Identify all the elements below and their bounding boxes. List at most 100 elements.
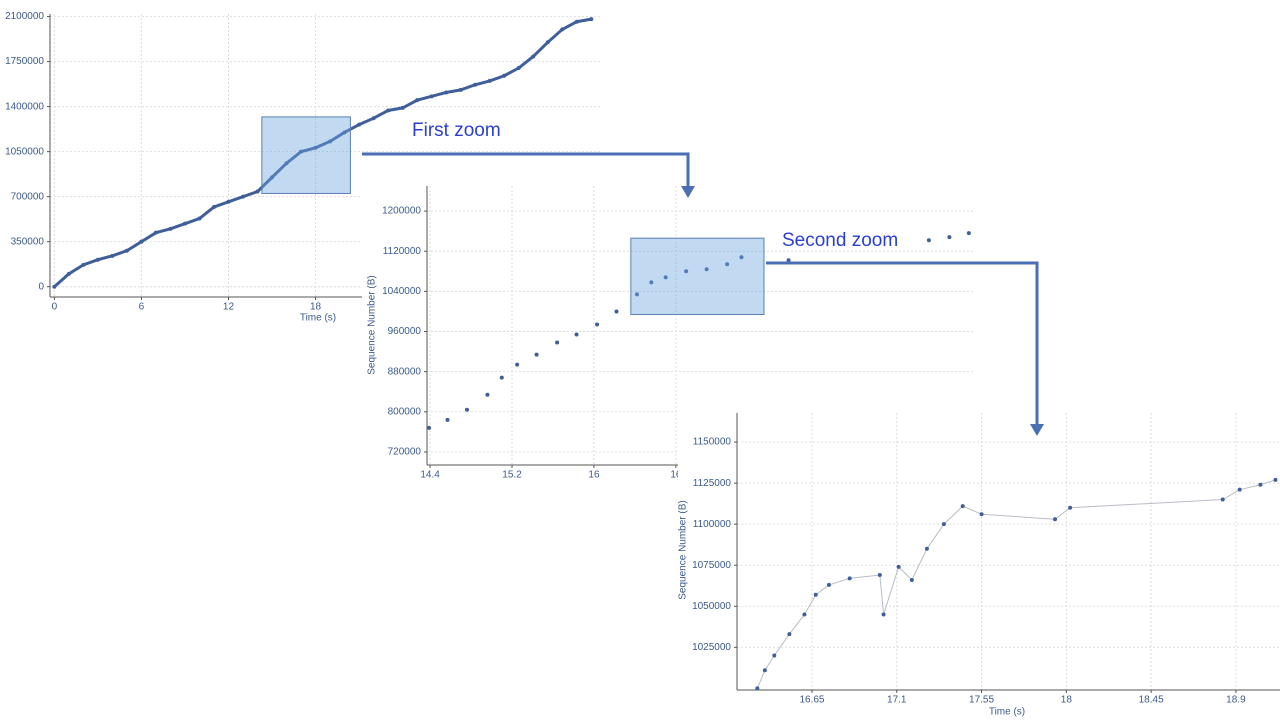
- zoom-label: Second zoom: [782, 230, 898, 251]
- zoom-label: First zoom: [412, 120, 501, 141]
- y-tick-label: 1750000: [5, 56, 44, 67]
- data-point: [941, 522, 946, 527]
- data-point: [110, 253, 115, 258]
- data-point: [124, 248, 129, 253]
- data-point: [516, 66, 521, 71]
- data-point: [786, 258, 791, 263]
- arrow: [766, 261, 1039, 426]
- y-tick-label: 800000: [388, 406, 422, 417]
- data-point: [802, 612, 807, 617]
- data-point: [909, 577, 914, 582]
- data-point: [485, 392, 490, 397]
- data-point: [153, 230, 158, 235]
- data-point: [241, 194, 246, 199]
- data-point: [445, 417, 450, 422]
- y-tick-label: 720000: [388, 447, 422, 458]
- data-point: [739, 255, 744, 260]
- data-point: [386, 108, 391, 113]
- data-point: [813, 592, 818, 597]
- y-tick-label: 0: [38, 281, 44, 292]
- data-point: [725, 262, 730, 267]
- data-point: [284, 161, 289, 166]
- data-point: [415, 98, 420, 103]
- y-tick-label: 1125000: [693, 478, 732, 489]
- data-point: [473, 82, 478, 87]
- x-tick-label: 18: [310, 302, 322, 313]
- data-point: [847, 576, 852, 581]
- arrow: [362, 152, 690, 188]
- data-point: [1273, 477, 1278, 482]
- y-tick-label: 2100000: [5, 11, 44, 22]
- data-point: [663, 275, 668, 280]
- data-point: [342, 130, 347, 135]
- data-point: [515, 362, 520, 367]
- data-point: [1068, 505, 1073, 510]
- data-point: [877, 573, 882, 578]
- data-point: [1237, 487, 1242, 492]
- x-tick-label: 12: [223, 302, 235, 313]
- y-tick-label: 1050000: [692, 601, 731, 612]
- data-point: [226, 199, 231, 204]
- data-point: [255, 189, 260, 194]
- data-point: [313, 145, 318, 150]
- data-point: [464, 407, 469, 412]
- y-tick-label: 1200000: [382, 206, 421, 217]
- data-point: [574, 19, 579, 24]
- y-tick-label: 350000: [11, 236, 45, 247]
- data-point: [139, 239, 144, 244]
- x-tick-label: 6: [139, 302, 145, 313]
- data-point: [328, 139, 333, 144]
- y-tick-label: 1120000: [383, 246, 422, 257]
- data-point: [755, 686, 760, 691]
- x-axis-title: Time (s): [989, 707, 1025, 718]
- x-tick-label: 18: [1061, 695, 1073, 706]
- x-axis-title: Time (s): [300, 313, 336, 324]
- data-point: [826, 582, 831, 587]
- y-tick-label: 700000: [11, 191, 45, 202]
- data-point: [52, 284, 57, 289]
- data-point: [896, 564, 901, 569]
- zoom-region: [630, 237, 765, 315]
- y-tick-label: 1050000: [5, 146, 44, 157]
- data-point: [762, 668, 767, 673]
- x-tick-label: 18.45: [1139, 695, 1164, 706]
- data-point: [371, 116, 376, 121]
- data-point: [182, 221, 187, 226]
- data-point: [787, 632, 792, 637]
- data-point: [881, 612, 886, 617]
- y-tick-label: 1075000: [692, 560, 731, 571]
- data-point: [66, 271, 71, 276]
- arrow-head: [681, 186, 695, 198]
- data-point: [502, 73, 507, 78]
- data-point: [1258, 482, 1263, 487]
- x-tick-label: 17.1: [887, 695, 907, 706]
- x-tick-label: 16: [588, 470, 600, 481]
- x-tick-label: 16: [670, 470, 682, 481]
- data-point: [427, 425, 432, 430]
- y-tick-label: 1025000: [692, 642, 731, 653]
- data-point: [357, 122, 362, 127]
- x-tick-label: 17.55: [969, 695, 994, 706]
- y-axis-title: Sequence Number (B): [367, 275, 378, 375]
- data-point: [211, 204, 216, 209]
- data-point: [926, 238, 931, 243]
- data-point: [560, 27, 565, 32]
- data-point: [772, 653, 777, 658]
- x-tick-label: 14.4: [420, 470, 440, 481]
- data-point: [649, 280, 654, 285]
- arrow-head: [1030, 424, 1044, 436]
- data-point: [95, 257, 100, 262]
- data-point: [947, 235, 952, 240]
- y-axis-title: Sequence Number (B): [678, 500, 689, 600]
- data-point: [966, 231, 971, 236]
- y-tick-label: 1150000: [693, 437, 732, 448]
- data-point: [81, 262, 86, 267]
- x-tick-label: 15.2: [502, 470, 522, 481]
- data-point: [684, 269, 689, 274]
- data-point: [545, 40, 550, 45]
- data-point: [168, 226, 173, 231]
- data-line: [756, 479, 1276, 689]
- data-point: [979, 512, 984, 517]
- y-tick-label: 1100000: [693, 519, 732, 530]
